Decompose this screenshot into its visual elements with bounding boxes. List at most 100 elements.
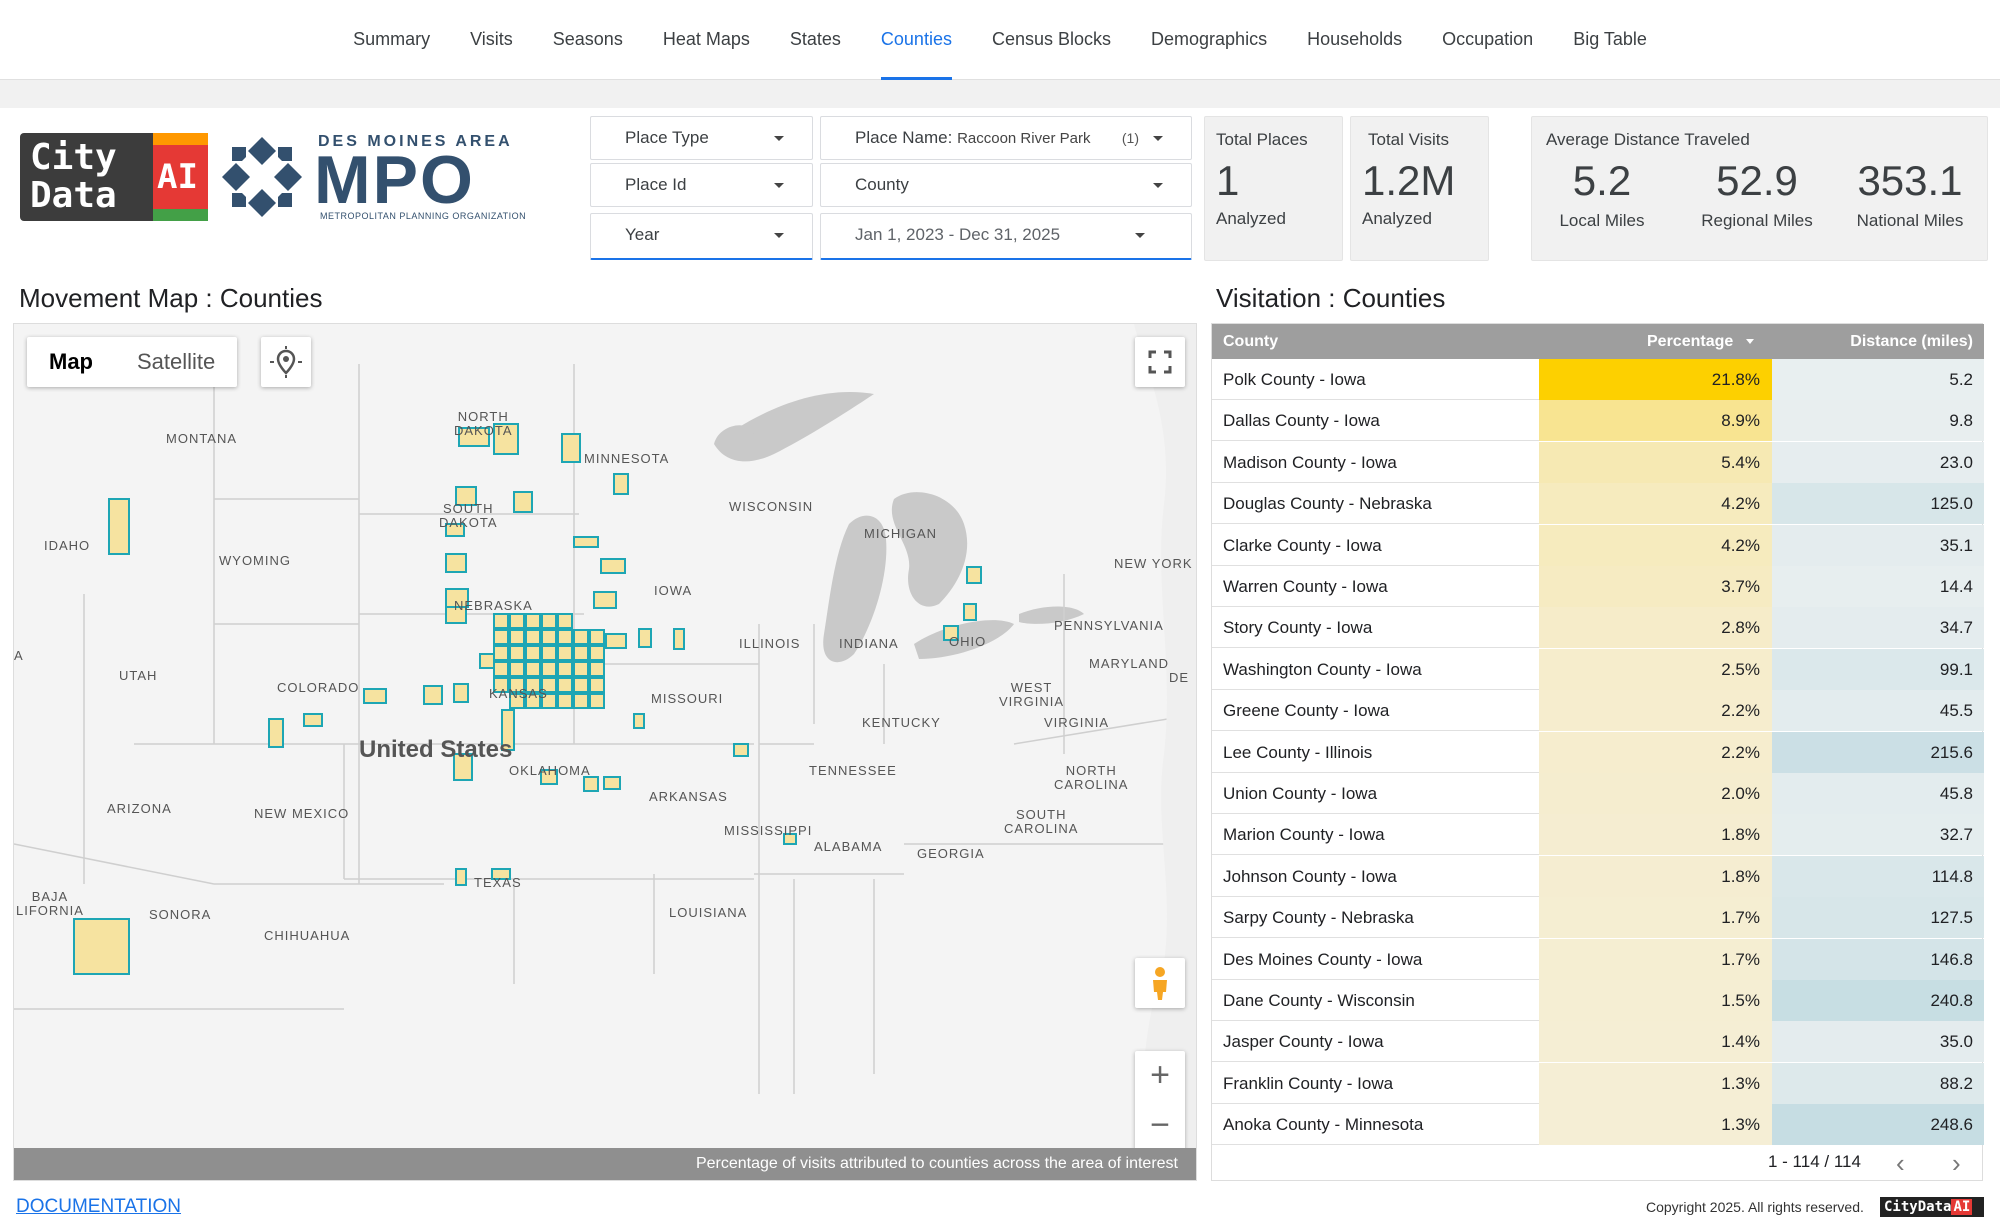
county-shape[interactable] bbox=[589, 645, 605, 661]
county-shape[interactable] bbox=[589, 693, 605, 709]
table-row[interactable]: Dane County - Wisconsin 1.5% 240.8 bbox=[1212, 980, 1984, 1021]
county-shape[interactable] bbox=[445, 523, 465, 537]
map-type-map-button[interactable]: Map bbox=[49, 349, 93, 374]
date-range-picker[interactable]: Jan 1, 2023 - Dec 31, 2025 bbox=[820, 213, 1192, 260]
county-shape[interactable] bbox=[557, 645, 573, 661]
table-row[interactable]: Jasper County - Iowa 1.4% 35.0 bbox=[1212, 1021, 1984, 1063]
county-shape[interactable] bbox=[541, 693, 557, 709]
county-shape[interactable] bbox=[493, 661, 509, 677]
county-shape[interactable] bbox=[589, 661, 605, 677]
table-row[interactable]: Anoka County - Minnesota 1.3% 248.6 bbox=[1212, 1104, 1984, 1146]
previous-page-icon[interactable]: ‹ bbox=[1896, 1148, 1905, 1178]
place-type-dropdown[interactable]: Place Type bbox=[590, 116, 813, 160]
county-shape[interactable] bbox=[509, 693, 525, 709]
county-shape[interactable] bbox=[541, 613, 557, 629]
county-shape[interactable] bbox=[453, 683, 469, 703]
tab-seasons[interactable]: Seasons bbox=[552, 29, 623, 49]
county-shape[interactable] bbox=[525, 613, 541, 629]
map-type-toggle[interactable]: Map Satellite bbox=[27, 337, 238, 387]
county-shape[interactable] bbox=[573, 536, 599, 548]
county-shape[interactable] bbox=[509, 645, 525, 661]
table-row[interactable]: Union County - Iowa 2.0% 45.8 bbox=[1212, 773, 1984, 814]
table-row[interactable]: Lee County - Illinois 2.2% 215.6 bbox=[1212, 731, 1984, 773]
map-canvas[interactable] bbox=[14, 324, 1197, 1181]
street-view-pegman-icon[interactable] bbox=[1135, 958, 1185, 1008]
county-shape[interactable] bbox=[509, 677, 525, 693]
county-shape[interactable] bbox=[593, 591, 617, 609]
county-shape[interactable] bbox=[561, 433, 581, 463]
county-shape[interactable] bbox=[268, 718, 284, 748]
county-shape[interactable] bbox=[638, 628, 652, 648]
map-type-satellite-button[interactable]: Satellite bbox=[137, 349, 216, 374]
tab-counties[interactable]: Counties bbox=[861, 0, 972, 80]
tab-census-blocks[interactable]: Census Blocks bbox=[991, 29, 1112, 49]
fullscreen-icon[interactable] bbox=[1135, 337, 1185, 387]
county-shape[interactable] bbox=[966, 566, 982, 584]
place-id-dropdown[interactable]: Place Id bbox=[590, 163, 813, 207]
county-shape[interactable] bbox=[673, 628, 685, 650]
county-shape[interactable] bbox=[613, 473, 629, 495]
county-shape[interactable] bbox=[509, 629, 525, 645]
county-shape[interactable] bbox=[583, 776, 599, 792]
table-row[interactable]: Story County - Iowa 2.8% 34.7 bbox=[1212, 607, 1984, 649]
county-shape[interactable] bbox=[733, 743, 749, 757]
county-shape[interactable] bbox=[108, 498, 130, 555]
table-row[interactable]: Marion County - Iowa 1.8% 32.7 bbox=[1212, 814, 1984, 856]
county-shape[interactable] bbox=[541, 629, 557, 645]
tab-visits[interactable]: Visits bbox=[470, 29, 513, 49]
county-shapes[interactable] bbox=[73, 423, 982, 1181]
tab-occupation[interactable]: Occupation bbox=[1442, 29, 1534, 49]
county-shape[interactable] bbox=[603, 776, 621, 790]
county-shape[interactable] bbox=[541, 645, 557, 661]
county-shape[interactable] bbox=[509, 613, 525, 629]
county-shape[interactable] bbox=[525, 661, 541, 677]
table-row[interactable]: Washington County - Iowa 2.5% 99.1 bbox=[1212, 648, 1984, 690]
county-shape[interactable] bbox=[541, 677, 557, 693]
county-dropdown[interactable]: County bbox=[820, 163, 1192, 207]
county-shape[interactable] bbox=[573, 693, 589, 709]
tab-states[interactable]: States bbox=[789, 29, 841, 49]
county-shape[interactable] bbox=[455, 486, 477, 506]
county-shape[interactable] bbox=[525, 645, 541, 661]
county-shape[interactable] bbox=[541, 661, 557, 677]
table-row[interactable]: Madison County - Iowa 5.4% 23.0 bbox=[1212, 441, 1984, 483]
county-shape[interactable] bbox=[493, 629, 509, 645]
table-row[interactable]: Sarpy County - Nebraska 1.7% 127.5 bbox=[1212, 897, 1984, 939]
year-dropdown[interactable]: Year bbox=[590, 213, 813, 260]
county-shape[interactable] bbox=[557, 693, 573, 709]
county-shape[interactable] bbox=[525, 677, 541, 693]
county-shape[interactable] bbox=[493, 613, 509, 629]
county-shape[interactable] bbox=[479, 653, 495, 669]
county-shape[interactable] bbox=[525, 693, 541, 709]
next-page-icon[interactable]: › bbox=[1952, 1148, 1961, 1178]
county-shape[interactable] bbox=[589, 629, 605, 645]
movement-map[interactable]: NORTH DAKOTA MONTANA MINNESOTA SOUTH DAKOTA… bbox=[13, 323, 1197, 1181]
table-row[interactable]: Polk County - Iowa 21.8% 5.2 bbox=[1212, 359, 1984, 400]
county-shape[interactable] bbox=[783, 833, 797, 845]
county-shape[interactable] bbox=[589, 677, 605, 693]
county-shape[interactable] bbox=[445, 606, 467, 624]
county-shape[interactable] bbox=[540, 769, 558, 785]
county-shape[interactable] bbox=[600, 558, 626, 574]
county-shape[interactable] bbox=[453, 753, 473, 781]
location-pin-icon[interactable] bbox=[261, 337, 311, 387]
county-shape[interactable] bbox=[455, 868, 467, 886]
table-row[interactable]: Clarke County - Iowa 4.2% 35.1 bbox=[1212, 524, 1984, 566]
county-shape[interactable] bbox=[633, 713, 645, 729]
county-shape[interactable] bbox=[573, 629, 589, 645]
table-row[interactable]: Dallas County - Iowa 8.9% 9.8 bbox=[1212, 400, 1984, 442]
county-shape[interactable] bbox=[303, 713, 323, 727]
county-shape[interactable] bbox=[501, 709, 515, 751]
county-shape[interactable] bbox=[573, 677, 589, 693]
table-row[interactable]: Johnson County - Iowa 1.8% 114.8 bbox=[1212, 855, 1984, 897]
county-shape[interactable] bbox=[605, 633, 627, 649]
county-shape[interactable] bbox=[557, 661, 573, 677]
tab-demographics[interactable]: Demographics bbox=[1151, 29, 1268, 49]
county-shape[interactable] bbox=[493, 423, 519, 455]
table-row[interactable]: Franklin County - Iowa 1.3% 88.2 bbox=[1212, 1062, 1984, 1104]
county-shape[interactable] bbox=[458, 427, 490, 447]
zoom-out-button[interactable]: − bbox=[1150, 1106, 1170, 1144]
county-shape[interactable] bbox=[445, 553, 467, 573]
county-shape[interactable] bbox=[525, 629, 541, 645]
county-shape[interactable] bbox=[573, 645, 589, 661]
